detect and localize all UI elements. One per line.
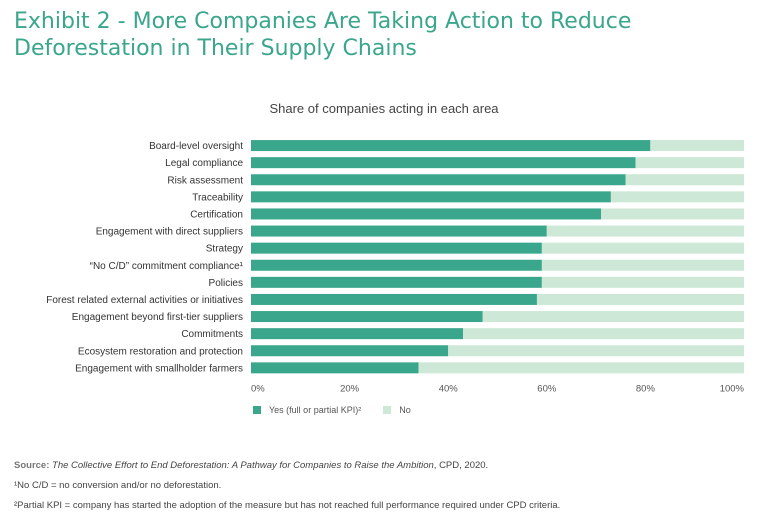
category-label: Strategy (206, 244, 243, 255)
category-label: Commitments (181, 329, 243, 340)
bar-yes (251, 328, 463, 340)
bar-yes (251, 191, 611, 203)
source-label: Source: (14, 460, 50, 471)
bar-no (536, 293, 744, 305)
legend-item-yes: Yes (full or partial KPI)² (253, 405, 361, 415)
legend-swatch-yes (253, 406, 261, 414)
bar-no (650, 140, 744, 152)
category-label: Engagement beyond first-tier suppliers (72, 312, 243, 323)
bar-no (541, 276, 744, 288)
bar-no (541, 242, 744, 254)
bar-yes (251, 225, 547, 237)
bar-no (482, 311, 744, 323)
legend-item-no: No (383, 405, 411, 415)
category-label: “No C/D” commitment compliance¹ (90, 261, 244, 272)
x-tick-label: 60% (537, 383, 557, 394)
legend-label-no: No (399, 405, 411, 415)
chart-subtitle: Share of companies acting in each area (269, 101, 499, 116)
bar-yes (251, 242, 542, 254)
category-label: Ecosystem restoration and protection (78, 346, 243, 357)
source-rest: , CPD, 2020. (433, 460, 489, 471)
category-label: Certification (190, 209, 243, 220)
bar-yes (251, 276, 542, 288)
bar-yes (251, 140, 651, 152)
x-tick-label: 40% (439, 383, 459, 394)
x-tick-label: 80% (636, 383, 656, 394)
category-label: Engagement with direct suppliers (96, 227, 243, 238)
category-label: Traceability (192, 192, 243, 203)
x-tick-label: 0% (251, 383, 265, 394)
x-tick-label: 100% (720, 383, 745, 394)
x-tick-label: 20% (340, 383, 360, 394)
bar-no (601, 208, 744, 220)
source-line: Source: The Collective Effort to End Def… (14, 460, 488, 471)
category-label: Forest related external activities or in… (46, 295, 243, 306)
bar-no (625, 174, 744, 186)
bar-no (635, 157, 744, 169)
bar-no (610, 191, 744, 203)
legend-swatch-no (383, 406, 392, 414)
chart-legend: Yes (full or partial KPI)² No (253, 405, 433, 415)
bar-no (546, 225, 744, 237)
bar-chart: Board-level oversight Legal compliance Ris… (46, 140, 745, 394)
bar-yes (251, 157, 636, 169)
bar-yes (251, 345, 449, 357)
legend-label-yes: Yes (full or partial KPI)² (269, 405, 362, 415)
category-label: Policies (209, 278, 243, 289)
source-title: The Collective Effort to End Deforestati… (52, 460, 434, 471)
bar-yes (251, 259, 542, 271)
bar-yes (251, 174, 626, 186)
category-label: Risk assessment (167, 175, 243, 186)
category-label: Legal compliance (165, 158, 243, 169)
bar-no (541, 259, 744, 271)
bar-yes (251, 208, 602, 220)
bar-yes (251, 311, 483, 323)
chart-title: Exhibit 2 - More Companies Are Taking Ac… (14, 9, 632, 61)
bar-yes (251, 362, 419, 374)
footnote-1: ¹No C/D = no conversion and/or no defore… (14, 480, 222, 491)
bar-no (448, 345, 744, 357)
bar-yes (251, 293, 537, 305)
category-label: Board-level oversight (149, 141, 243, 152)
bar-no (418, 362, 744, 374)
category-label: Engagement with smallholder farmers (75, 363, 243, 374)
bar-no (462, 328, 744, 340)
footnote-2: ²Partial KPI = company has started the a… (14, 500, 561, 511)
